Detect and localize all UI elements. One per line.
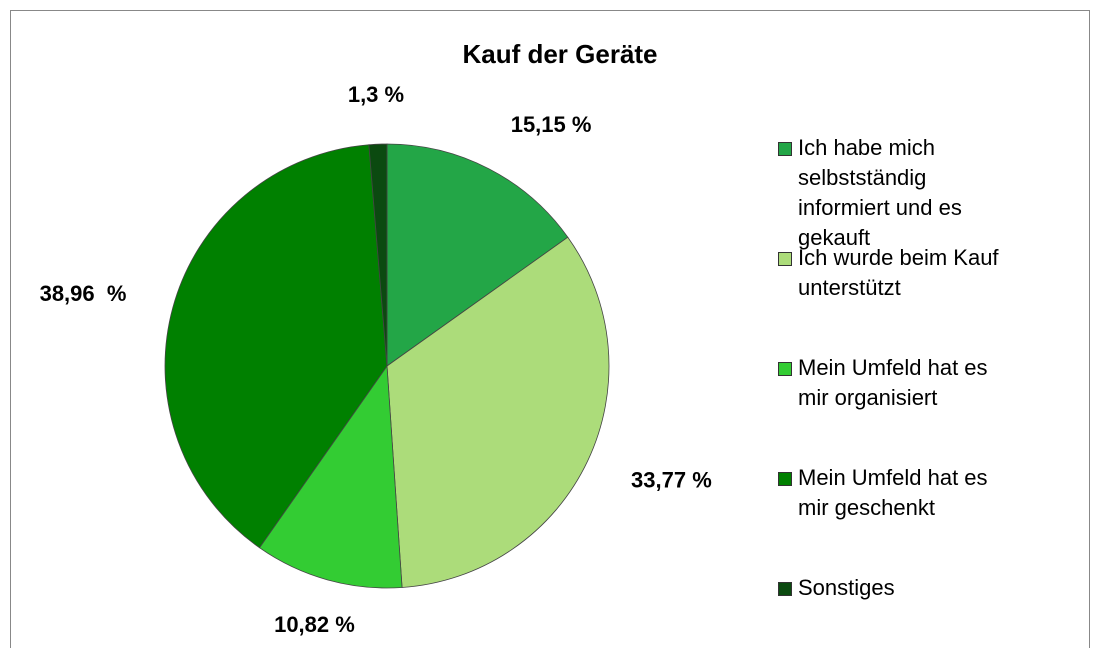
legend-swatch [778,582,792,596]
legend-label: Ich wurde beim Kauf unterstützt [798,245,1005,300]
pie-slice [386,236,610,588]
legend-entry: Ich habe mich selbstständig informiert u… [778,133,1018,253]
legend-swatch [778,362,792,376]
legend-label: Ich habe mich selbstständig informiert u… [798,135,968,250]
legend-entry: Sonstiges [778,573,1018,603]
legend-swatch [778,472,792,486]
legend-label: Mein Umfeld hat es mir organisiert [798,355,994,410]
legend-swatch [778,142,792,156]
pie-slice [164,144,388,549]
data-label: 1,3 % [348,82,404,107]
data-label: 15,15 % [511,112,592,137]
chart-title: Kauf der Geräte [462,39,657,69]
legend-entry: Ich wurde beim Kauf unterstützt [778,243,1018,303]
legend-entry: Mein Umfeld hat es mir organisiert [778,353,1018,413]
legend-label: Mein Umfeld hat es mir geschenkt [798,465,994,520]
pie-slice [368,143,388,367]
pie-slice [258,364,403,589]
data-label: 10,82 % [274,612,355,637]
pie-slice [386,143,569,367]
legend-entry: Mein Umfeld hat es mir geschenkt [778,463,1018,523]
legend-label: Sonstiges [798,575,895,600]
data-label: 33,77 % [631,467,712,492]
data-label: 38,96 % [40,281,127,306]
legend-swatch [778,252,792,266]
